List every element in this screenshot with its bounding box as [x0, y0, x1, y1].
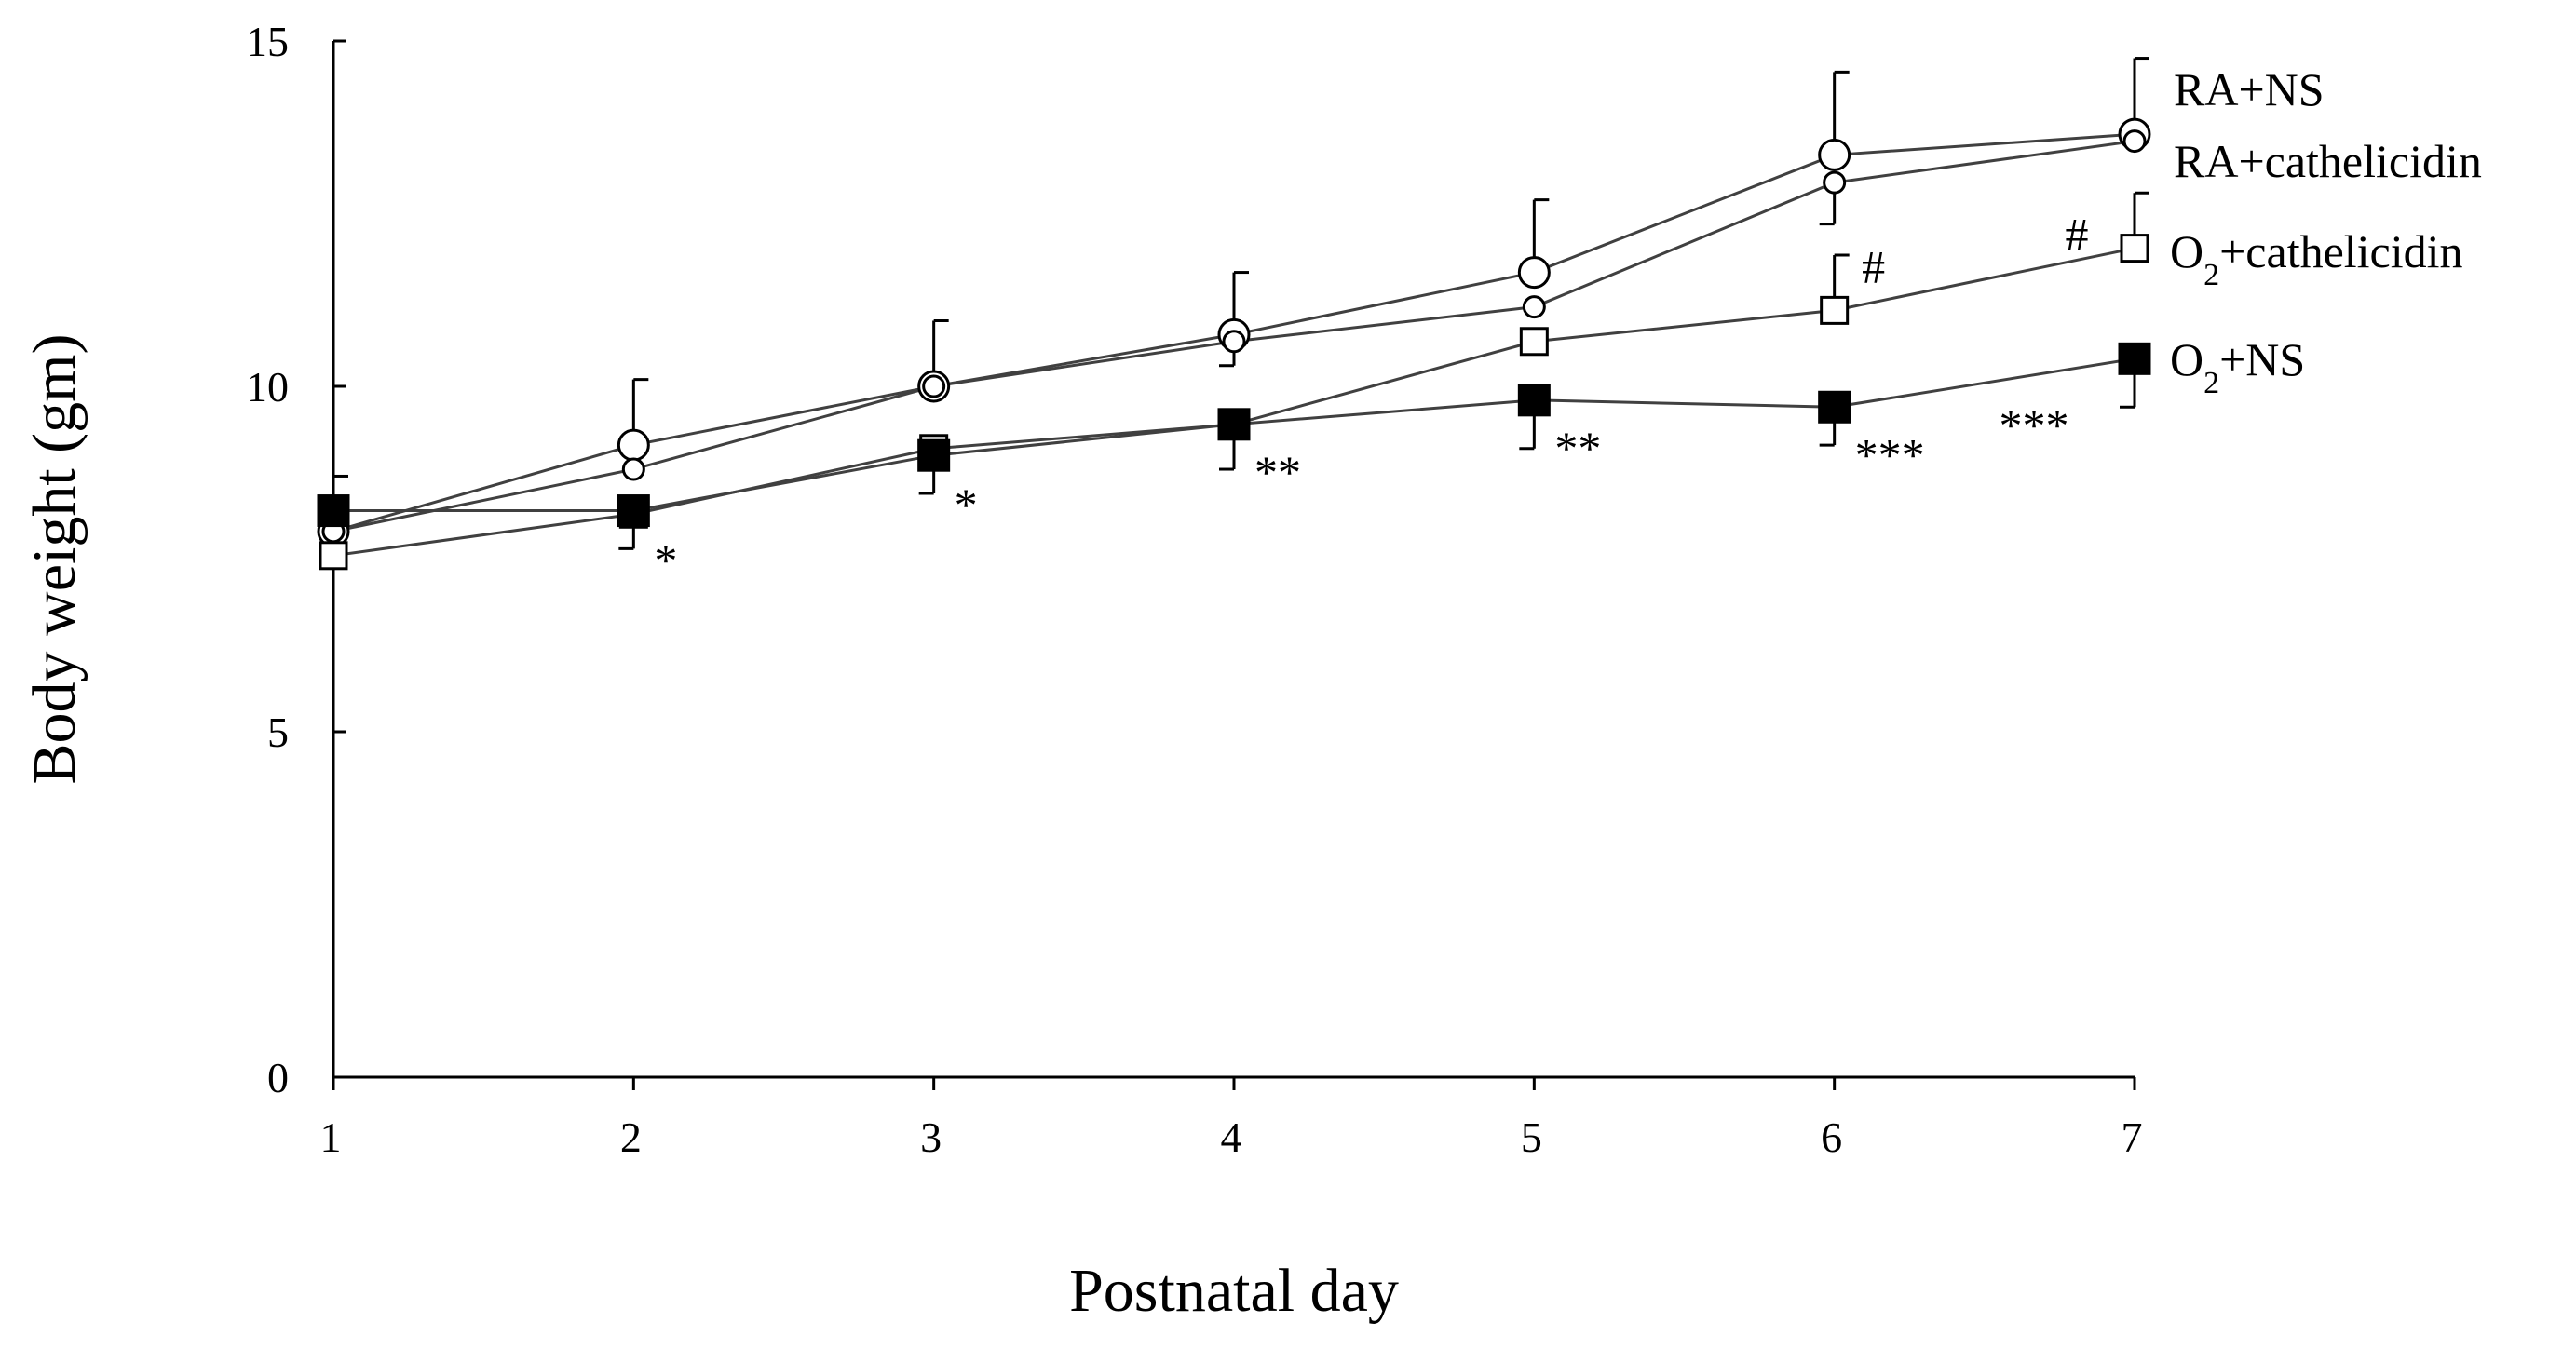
marker-o2-ns — [317, 494, 350, 528]
x-tick-label: 3 — [920, 1113, 942, 1161]
x-axis-title: Postnatal day — [1069, 1257, 1399, 1325]
marker-ra-cath — [621, 457, 645, 481]
significance-mark: *** — [1855, 428, 1925, 480]
marker-o2-cath — [1519, 327, 1549, 357]
significance-mark: * — [955, 479, 978, 531]
x-tick-label: 6 — [1821, 1113, 1842, 1161]
y-tick-label: 15 — [246, 18, 289, 65]
legend: RA+NS RA+cathelicidin O2+cathelicidin O2+NS — [2170, 63, 2482, 400]
marker-ra-cath — [1522, 295, 1546, 319]
x-tick-label: 5 — [1521, 1113, 1542, 1161]
marker-o2-ns — [617, 494, 650, 528]
series-markers — [317, 117, 2151, 571]
significance-mark: # — [1862, 240, 1885, 292]
x-tick-label: 4 — [1221, 1113, 1242, 1161]
marker-o2-ns — [1517, 384, 1551, 417]
y-tick-label: 5 — [267, 708, 289, 756]
marker-o2-ns — [1217, 408, 1251, 441]
marker-ra-cath — [1222, 330, 1246, 354]
marker-ra-cath — [1823, 170, 1847, 195]
marker-ra-ns — [1818, 138, 1851, 171]
x-tick-label: 7 — [2122, 1113, 2143, 1161]
marker-ra-cath — [2122, 129, 2147, 154]
y-tick-label: 10 — [246, 363, 289, 411]
error-bars — [332, 57, 2149, 550]
y-tick-label: 0 — [267, 1054, 289, 1101]
marker-o2-ns — [2118, 342, 2151, 375]
significance-mark: ** — [1554, 422, 1601, 474]
legend-label-o2-ns: O2+NS — [2170, 333, 2305, 400]
y-axis-title: Body weight (gm) — [20, 334, 88, 785]
marker-o2-cath — [1820, 295, 1850, 325]
marker-o2-cath — [319, 541, 348, 571]
legend-label-o2-cath: O2+cathelicidin — [2170, 225, 2463, 292]
marker-o2-cath — [2120, 234, 2149, 263]
x-tick-label: 2 — [620, 1113, 642, 1161]
significance-mark: # — [2066, 209, 2089, 261]
legend-label-ra-cath: RA+cathelicidin — [2174, 135, 2482, 187]
significance-mark: *** — [2000, 398, 2069, 451]
significance-mark: ** — [1254, 446, 1301, 498]
significance-annotations: **** ** ******## — [654, 209, 2088, 587]
marker-o2-ns — [1818, 390, 1851, 424]
legend-label-ra-ns: RA+NS — [2174, 63, 2325, 115]
x-tick-label: 1 — [320, 1113, 342, 1161]
marker-o2-ns — [917, 438, 951, 472]
marker-ra-ns — [617, 428, 650, 462]
axes: 0 5 10 15 1 2 3 4 5 6 7 — [246, 18, 2143, 1161]
significance-mark: * — [654, 534, 677, 587]
marker-ra-ns — [1517, 256, 1551, 290]
marker-ra-cath — [922, 374, 946, 398]
